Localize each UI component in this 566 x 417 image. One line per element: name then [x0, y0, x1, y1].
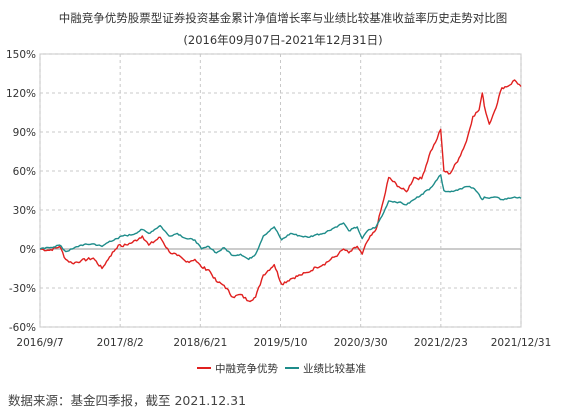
y-tick-label: 120%: [6, 88, 36, 100]
y-tick-label: 150%: [6, 49, 36, 61]
chart-title: 中融竞争优势股票型证券投资基金累计净值增长率与业绩比较基准收益率历史走势对比图: [58, 11, 508, 25]
y-tick-label: -30%: [9, 283, 36, 295]
plot-frame: [39, 53, 522, 328]
chart-grid: [39, 53, 522, 328]
x-axis-ticks: 2016/9/7 2017/8/2 2018/6/21 2019/5/10 2020/3…: [16, 337, 551, 349]
y-axis-ticks: 150% 120% 90% 60% 30% 0% -30% -60%: [6, 49, 36, 334]
x-tick-label: 2021/12/31: [491, 337, 552, 349]
source-note: 数据来源：基金四季报，截至 2021.12.31: [8, 393, 247, 408]
y-tick-label: 0%: [19, 244, 36, 256]
chart-subtitle: (2016年09月07日-2021年12月31日): [183, 33, 383, 47]
x-tick-label: 2017/8/2: [97, 337, 144, 349]
series-line-fund: [39, 79, 522, 303]
legend-label: 中融竞争优势: [215, 362, 278, 375]
x-tick-label: 2019/5/10: [254, 337, 308, 349]
x-tick-label: 2018/6/21: [173, 337, 227, 349]
x-tick-label: 2020/3/30: [334, 337, 388, 349]
y-tick-label: 90%: [13, 127, 36, 139]
y-tick-label: 60%: [13, 166, 36, 178]
legend-label: 业绩比较基准: [303, 362, 366, 375]
y-tick-label: -60%: [9, 322, 36, 334]
series-line-benchmark: [39, 174, 522, 261]
series-lines: [39, 79, 522, 303]
y-tick-label: 30%: [13, 205, 36, 217]
x-tick-label: 2021/2/23: [414, 337, 468, 349]
chart-legend: 中融竞争优势 业绩比较基准: [197, 362, 366, 375]
line-chart: 150% 120% 90% 60% 30% 0% -30% -60% 2016/9/7 2017…: [6, 49, 551, 375]
x-tick-label: 2016/9/7: [16, 337, 63, 349]
